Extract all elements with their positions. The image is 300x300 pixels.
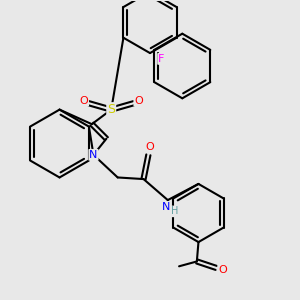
Text: N: N: [162, 202, 170, 212]
Text: H: H: [171, 206, 178, 216]
Text: S: S: [107, 103, 115, 116]
Text: O: O: [146, 142, 154, 152]
Text: N: N: [89, 150, 98, 160]
Text: O: O: [218, 265, 227, 275]
Text: O: O: [80, 96, 88, 106]
Text: O: O: [134, 96, 143, 106]
Text: F: F: [158, 54, 164, 64]
